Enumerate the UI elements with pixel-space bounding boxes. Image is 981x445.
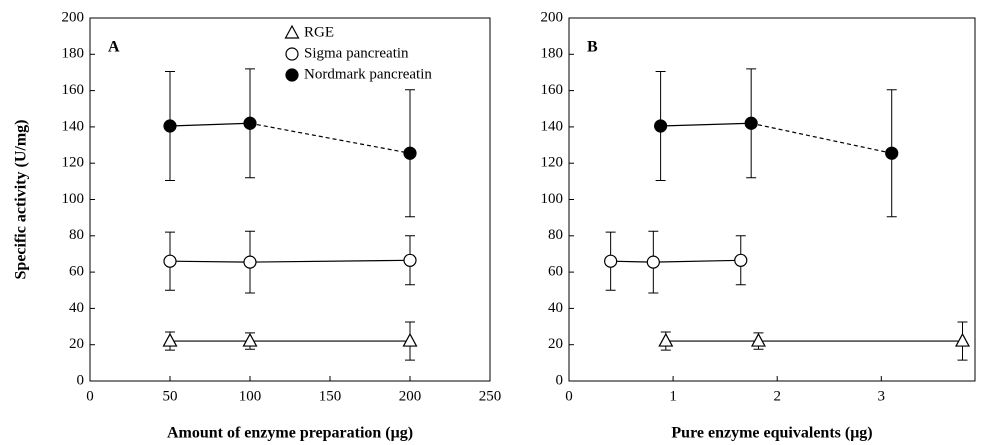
marker bbox=[163, 119, 177, 133]
y-tick-label: 200 bbox=[62, 9, 85, 25]
y-tick-label: 20 bbox=[548, 336, 563, 352]
y-tick-label: 0 bbox=[556, 372, 564, 388]
x-tick-label: 1 bbox=[669, 388, 677, 404]
line-segment bbox=[751, 122, 892, 154]
y-tick-label: 100 bbox=[62, 191, 85, 207]
y-tick-label: 80 bbox=[69, 227, 84, 243]
y-tick-label: 160 bbox=[541, 82, 564, 98]
y-tick-label: 60 bbox=[69, 264, 84, 280]
x-tick-label: 0 bbox=[565, 388, 573, 404]
x-tick-label: 100 bbox=[239, 388, 262, 404]
y-tick-label: 40 bbox=[69, 300, 84, 316]
marker bbox=[403, 253, 417, 267]
y-tick-label: 60 bbox=[548, 264, 563, 280]
y-tick-label: 180 bbox=[62, 46, 85, 62]
panel-label: B bbox=[587, 39, 598, 56]
marker bbox=[163, 254, 177, 268]
line-segment bbox=[249, 259, 411, 263]
marker bbox=[402, 332, 418, 347]
line-segment bbox=[169, 260, 251, 263]
y-tick-label: 160 bbox=[62, 82, 85, 98]
legend-marker bbox=[284, 24, 300, 39]
line-segment bbox=[660, 122, 752, 127]
marker bbox=[734, 253, 748, 267]
marker bbox=[242, 332, 258, 347]
marker bbox=[750, 332, 766, 347]
legend-label: Sigma pancreatin bbox=[304, 45, 409, 61]
marker bbox=[654, 119, 668, 133]
x-axis-title: Amount of enzyme preparation (μg) bbox=[167, 425, 413, 442]
x-tick-label: 200 bbox=[399, 388, 422, 404]
marker bbox=[604, 254, 618, 268]
y-tick-label: 200 bbox=[541, 9, 564, 25]
y-tick-label: 100 bbox=[541, 191, 564, 207]
x-tick-label: 250 bbox=[479, 388, 502, 404]
marker bbox=[744, 116, 758, 130]
marker bbox=[162, 332, 178, 347]
y-tick-label: 0 bbox=[77, 372, 85, 388]
marker bbox=[955, 332, 971, 347]
y-tick-label: 140 bbox=[541, 118, 564, 134]
x-tick-label: 3 bbox=[878, 388, 886, 404]
y-axis-title: Specific activity (U/mg) bbox=[13, 120, 30, 280]
marker bbox=[885, 146, 899, 160]
y-tick-label: 20 bbox=[69, 336, 84, 352]
legend-marker bbox=[285, 68, 299, 82]
y-tick-label: 80 bbox=[548, 227, 563, 243]
y-tick-label: 140 bbox=[62, 118, 85, 134]
legend-label: RGE bbox=[304, 24, 334, 40]
marker bbox=[646, 255, 660, 269]
y-tick-label: 180 bbox=[541, 46, 564, 62]
marker bbox=[243, 255, 257, 269]
x-tick-label: 0 bbox=[86, 388, 94, 404]
panel-label: A bbox=[108, 39, 120, 56]
x-tick-label: 2 bbox=[773, 388, 781, 404]
y-tick-label: 120 bbox=[541, 155, 564, 171]
legend-label: Nordmark pancreatin bbox=[304, 66, 432, 82]
line-segment bbox=[249, 122, 411, 154]
marker bbox=[403, 146, 417, 160]
x-axis-title: Pure enzyme equivalents (μg) bbox=[671, 425, 872, 442]
line-segment bbox=[169, 122, 251, 127]
marker bbox=[243, 116, 257, 130]
y-tick-label: 120 bbox=[62, 155, 85, 171]
x-tick-label: 50 bbox=[163, 388, 178, 404]
legend-marker bbox=[285, 47, 299, 61]
line-segment bbox=[610, 260, 654, 263]
x-tick-label: 150 bbox=[319, 388, 342, 404]
y-tick-label: 40 bbox=[548, 300, 563, 316]
line-segment bbox=[653, 259, 741, 263]
plot-frame bbox=[568, 17, 976, 382]
marker bbox=[658, 332, 674, 347]
